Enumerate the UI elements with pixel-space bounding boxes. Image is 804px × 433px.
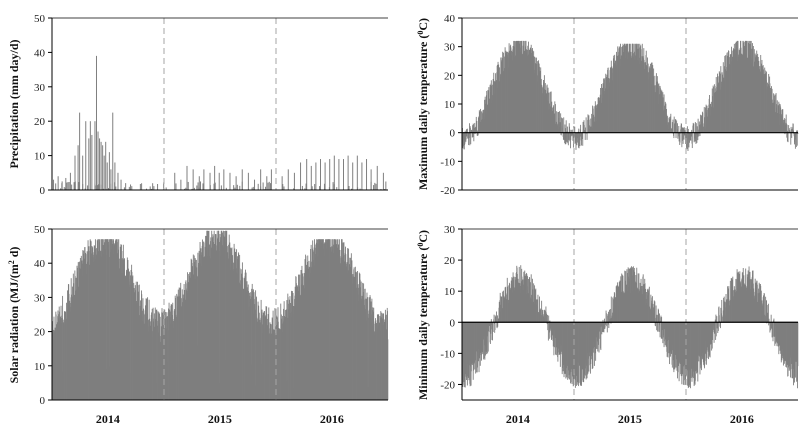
max-temperature-y-label-end: C): [416, 18, 430, 31]
max-temperature-y-tick-label: 30: [444, 42, 456, 54]
precipitation-y-tick-label: 40: [34, 47, 46, 59]
max-temperature-y-tick-label: 10: [444, 99, 456, 111]
precipitation-y-tick-label: 0: [40, 185, 46, 197]
solar-radiation-y-label-end: d): [7, 247, 21, 261]
min-temperature-y-label: Minimum daily temperature (0C): [416, 230, 431, 400]
solar-radiation-x-tick-label: 2016: [320, 412, 344, 426]
precipitation-bars: [51, 55, 387, 190]
min-temperature-x-tick-label: 2015: [618, 412, 642, 426]
min-temperature-y-tick-label: 20: [444, 255, 456, 267]
solar-radiation-y-label-main: Solar radiation (MJ/(m: [7, 264, 21, 383]
min-temperature-y-label-text: Minimum daily temperature (0C): [416, 230, 431, 400]
solar-radiation-x-tick-label: 2014: [96, 412, 120, 426]
solar-radiation-y-tick-label: 10: [34, 361, 46, 373]
min-temperature-y-tick-label: -20: [440, 379, 455, 391]
precipitation-y-tick-label: 10: [34, 151, 46, 163]
precipitation-y-tick-label: 20: [34, 116, 46, 128]
solar-radiation-panel: Solar radiation (MJ/(m2 d) 0 10 20 30 40 50 20…: [7, 224, 389, 426]
min-temperature-y-tick-label: -10: [440, 348, 455, 360]
min-temperature-bars: [461, 265, 799, 389]
max-temperature-bars: [461, 40, 799, 151]
max-temperature-y-label-text: Maximum daily temperature (0C): [416, 18, 431, 190]
solar-radiation-y-tick-label: 30: [34, 292, 46, 304]
precipitation-panel: Precipitation (mm day/d) 0 10 20 30 40 50: [7, 13, 388, 197]
max-temperature-y-label-main: Maximum daily temperature (: [416, 35, 430, 190]
min-temperature-x-tick-label: 2016: [730, 412, 754, 426]
solar-radiation-bars: [51, 230, 389, 400]
min-temperature-panel: Minimum daily temperature (0C) -20-10010…: [416, 224, 799, 426]
precipitation-y-label-text: Precipitation (mm day/d): [7, 39, 21, 168]
solar-radiation-y-label: Solar radiation (MJ/(m2 d): [7, 247, 22, 384]
min-temperature-x-tick-label: 2014: [506, 412, 530, 426]
solar-radiation-y-label-sup: 2: [7, 260, 16, 264]
solar-radiation-y-tick-label: 20: [34, 327, 46, 339]
max-temperature-y-tick-label: -20: [440, 185, 455, 197]
max-temperature-y-tick-label: 40: [444, 13, 456, 25]
min-temperature-y-label-sup: 0: [416, 243, 425, 247]
max-temperature-y-tick-label: 20: [444, 70, 456, 82]
precipitation-y-label: Precipitation (mm day/d): [7, 39, 21, 168]
solar-radiation-y-tick-label: 40: [34, 258, 46, 270]
min-temperature-y-label-main: Minimum daily temperature (: [416, 247, 430, 400]
solar-radiation-x-tick-label: 2015: [208, 412, 232, 426]
min-temperature-y-label-end: C): [416, 230, 430, 243]
precipitation-y-tick-label: 30: [34, 82, 46, 94]
max-temperature-panel: Maximum daily temperature (0C) -20-10010…: [416, 13, 799, 197]
max-temperature-y-tick-label: -10: [440, 156, 455, 168]
solar-radiation-y-tick-label: 50: [34, 224, 46, 236]
solar-radiation-y-tick-label: 0: [40, 395, 46, 407]
max-temperature-y-label-sup: 0: [416, 31, 425, 35]
max-temperature-y-tick-label: 0: [450, 128, 456, 140]
precipitation-y-tick-label: 50: [34, 13, 46, 25]
min-temperature-y-tick-label: 30: [444, 224, 456, 236]
min-temperature-y-tick-label: 0: [450, 317, 456, 329]
max-temperature-y-label: Maximum daily temperature (0C): [416, 18, 431, 190]
min-temperature-y-tick-label: 10: [444, 286, 456, 298]
solar-radiation-y-label-text: Solar radiation (MJ/(m2 d): [7, 247, 22, 384]
